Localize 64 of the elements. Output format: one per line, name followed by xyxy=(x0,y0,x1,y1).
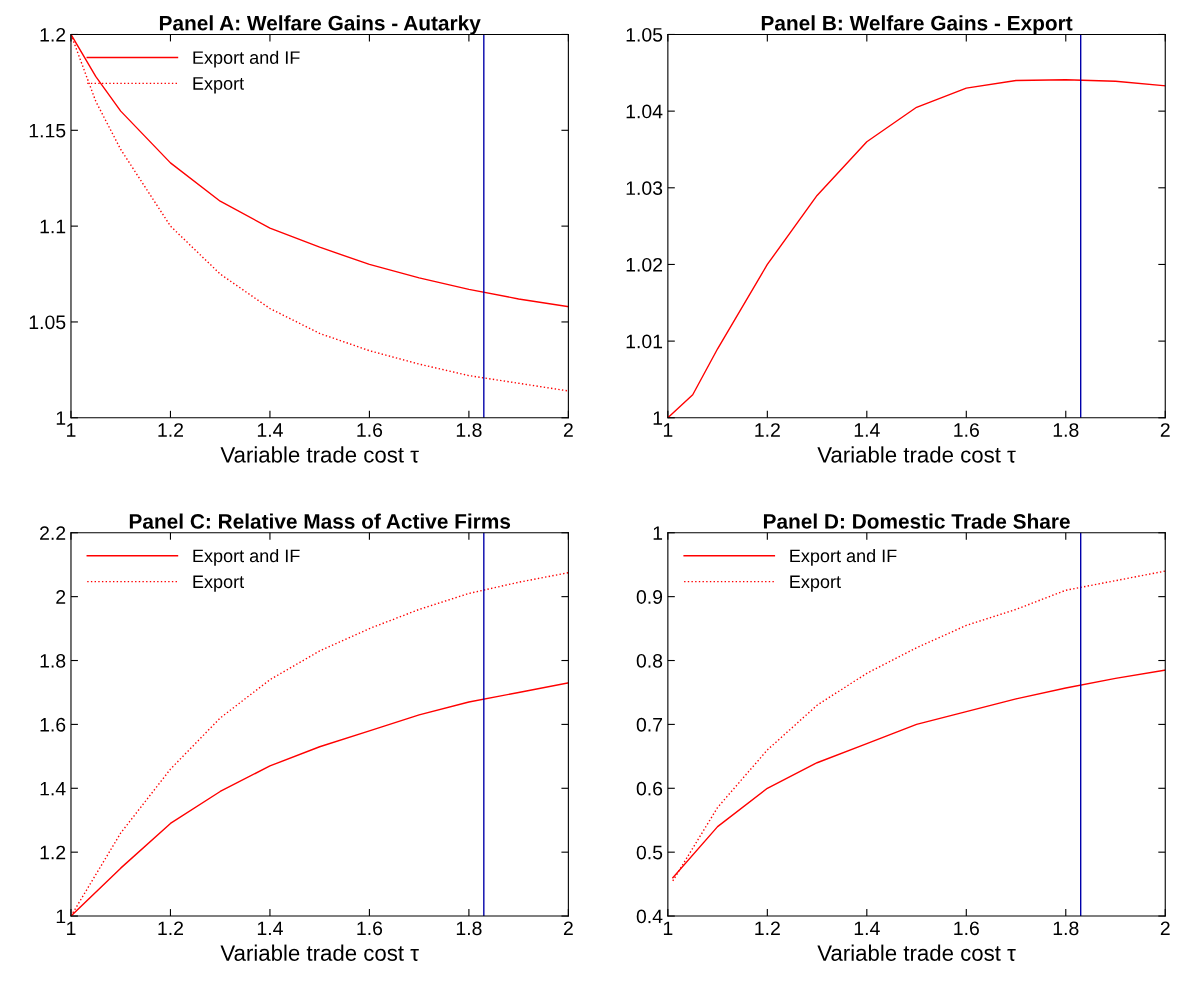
y-tick-label: 1.01 xyxy=(626,334,663,349)
y-tick-label: 1.2 xyxy=(40,845,66,860)
legend-label: Export and IF xyxy=(193,549,300,566)
x-axis-title: Variable trade cost τ xyxy=(817,446,1016,463)
x-tick-label: 1 xyxy=(663,423,673,437)
legend-label: Export and IF xyxy=(193,50,300,68)
x-tick-label: 1.4 xyxy=(257,423,283,437)
legend-label: Export xyxy=(193,575,244,592)
legend-label: Export and IF xyxy=(790,549,897,566)
y-tick-label: 1 xyxy=(653,526,663,540)
chart-title: Panel B: Welfare Gains - Export xyxy=(761,15,1073,35)
x-tick-label: 1.4 xyxy=(854,423,880,437)
line-series xyxy=(672,570,1166,882)
x-tick-label: 1.6 xyxy=(357,921,383,936)
x-tick-label: 1.8 xyxy=(1053,423,1079,437)
x-tick-label: 1.8 xyxy=(456,921,482,936)
x-tick-label: 1.8 xyxy=(456,423,482,437)
x-tick-label: 1.4 xyxy=(257,921,283,935)
x-tick-label: 1.6 xyxy=(357,423,383,437)
x-tick-label: 2 xyxy=(1160,921,1170,935)
y-tick-label: 0.5 xyxy=(636,845,663,860)
x-tick-label: 1.2 xyxy=(158,423,183,437)
x-tick-label: 2 xyxy=(563,423,573,437)
y-tick-label: 1.03 xyxy=(626,181,663,196)
y-tick-label: 1.05 xyxy=(626,27,663,42)
y-tick-label: 1.15 xyxy=(29,123,66,138)
y-tick-label: 0.4 xyxy=(636,909,663,924)
x-tick-label: 1.4 xyxy=(854,921,880,935)
y-tick-label: 1.1 xyxy=(40,219,66,234)
y-tick-label: 1 xyxy=(56,909,66,924)
y-tick-label: 0.8 xyxy=(636,653,663,668)
y-tick-label: 1 xyxy=(56,411,66,425)
x-axis-title: Variable trade cost τ xyxy=(220,446,419,463)
y-tick-label: 0.6 xyxy=(636,781,663,796)
x-tick-label: 1.2 xyxy=(158,921,183,935)
x-tick-label: 1.2 xyxy=(755,423,780,437)
chart-title: Panel D: Domestic Trade Share xyxy=(763,513,1070,529)
x-axis-title: Variable trade cost τ xyxy=(220,944,419,961)
chart-title: Panel C: Relative Mass of Active Firms xyxy=(129,513,511,529)
legend-label: Export xyxy=(193,77,244,94)
x-tick-label: 1.6 xyxy=(954,423,979,437)
legend-label: Export xyxy=(790,575,841,592)
y-tick-label: 2 xyxy=(56,590,66,604)
x-tick-label: 1 xyxy=(663,921,673,935)
x-tick-label: 1.8 xyxy=(1053,921,1079,936)
x-tick-label: 1.6 xyxy=(954,921,979,936)
y-tick-label: 1.2 xyxy=(40,27,66,42)
chart-title: Panel A: Welfare Gains - Autarky xyxy=(159,15,481,35)
y-tick-label: 1.02 xyxy=(626,257,663,272)
y-tick-label: 2.2 xyxy=(40,526,66,540)
y-tick-label: 1.4 xyxy=(40,781,66,796)
y-tick-label: 0.9 xyxy=(636,590,663,604)
y-tick-label: 1.05 xyxy=(29,315,66,330)
x-tick-label: 2 xyxy=(563,921,573,935)
x-tick-label: 1.2 xyxy=(755,921,780,935)
x-tick-label: 1 xyxy=(67,423,76,437)
x-tick-label: 2 xyxy=(1160,423,1170,437)
y-tick-label: 1 xyxy=(653,411,663,425)
x-axis-title: Variable trade cost τ xyxy=(817,944,1016,961)
y-tick-label: 1.8 xyxy=(40,653,66,668)
y-tick-label: 1.04 xyxy=(626,104,663,119)
y-tick-label: 0.7 xyxy=(636,717,663,732)
x-tick-label: 1 xyxy=(67,921,76,935)
y-tick-label: 1.6 xyxy=(40,717,66,732)
